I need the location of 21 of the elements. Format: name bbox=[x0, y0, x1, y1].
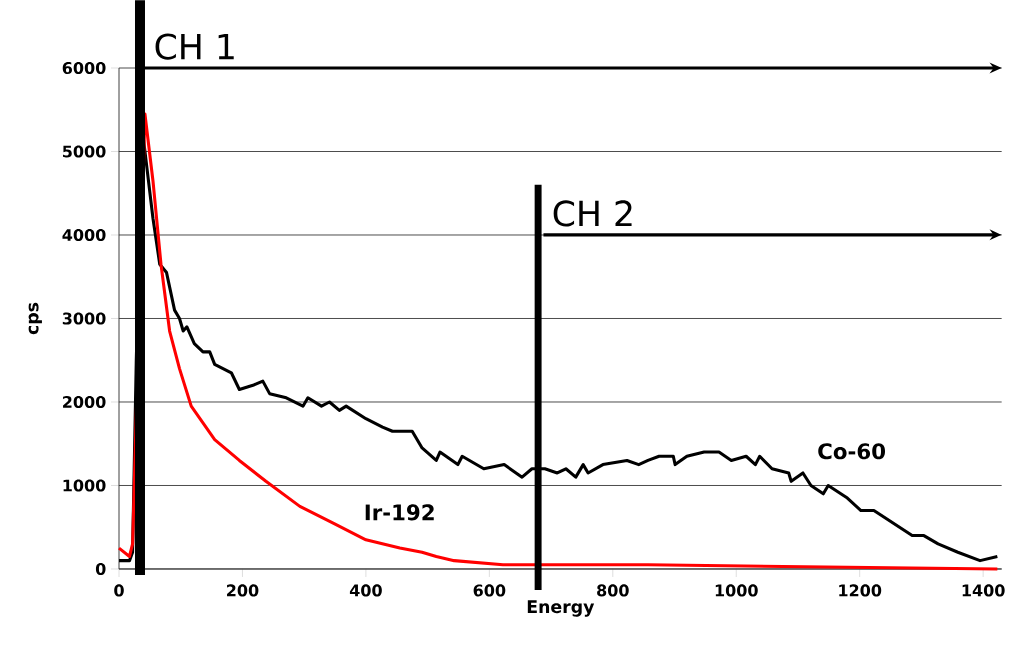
x-tick-label: 200 bbox=[227, 584, 259, 597]
ref-line-label: CH 2 bbox=[553, 200, 632, 227]
x-tick-label: 400 bbox=[349, 584, 382, 597]
y-tick-label: 0 bbox=[95, 562, 106, 576]
y-tick-label: 1000 bbox=[63, 479, 106, 492]
y-tick-label: 4000 bbox=[62, 228, 106, 242]
y-tick-label: 3000 bbox=[62, 312, 106, 325]
x-tick-label: 1000 bbox=[715, 584, 758, 597]
x-tick-label: 600 bbox=[473, 584, 506, 597]
x-tick-label: 800 bbox=[597, 584, 629, 597]
ref-line-label: CH 1 bbox=[155, 33, 234, 60]
x-tick-label: 0 bbox=[114, 584, 124, 597]
y-axis-title: cps bbox=[28, 302, 42, 335]
x-axis-title: Energy bbox=[527, 600, 595, 617]
y-tick-label: 5000 bbox=[63, 145, 106, 158]
series-label: Co-60 bbox=[818, 443, 886, 460]
y-tick-label: 6000 bbox=[62, 61, 106, 75]
x-tick-label: 1400 bbox=[962, 584, 1005, 597]
series-label: Ir-192 bbox=[365, 504, 434, 521]
x-tick-label: 1200 bbox=[839, 584, 882, 597]
y-tick-label: 2000 bbox=[63, 395, 106, 409]
